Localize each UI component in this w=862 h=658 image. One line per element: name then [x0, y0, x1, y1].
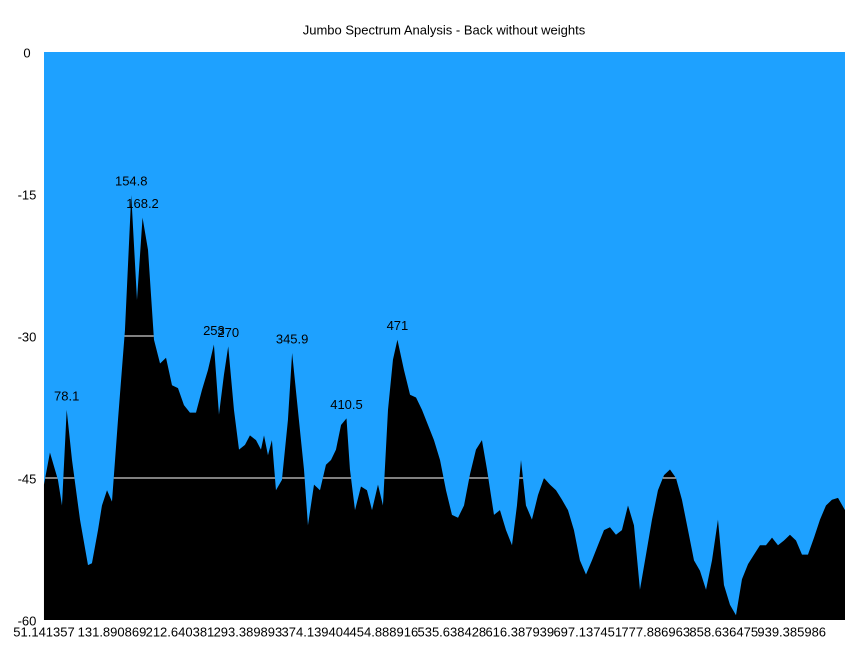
peak-label: 471: [387, 318, 409, 333]
peak-label: 270: [217, 325, 239, 340]
y-tick-label: -45: [18, 471, 37, 486]
chart-title: Jumbo Spectrum Analysis - Back without w…: [303, 22, 586, 37]
x-tick-label: 212.640381: [146, 624, 215, 639]
peak-label: 345.9: [276, 331, 309, 346]
peak-label: 154.8: [115, 173, 148, 188]
x-tick-label: 454.888916: [350, 624, 419, 639]
x-tick-label: 777.886963: [621, 624, 690, 639]
y-tick-label: 0: [23, 45, 30, 60]
peak-label: 168.2: [126, 196, 159, 211]
y-tick-label: -30: [18, 329, 37, 344]
y-tick-label: -15: [18, 187, 37, 202]
peak-label: 410.5: [330, 397, 363, 412]
area: [43, 194, 845, 621]
peak-label: 253: [203, 323, 225, 338]
x-tick-label: 51.141357: [13, 624, 74, 639]
x-tick-label: 293.389893: [214, 624, 283, 639]
x-tick-label: 697.137451: [553, 624, 622, 639]
x-tick-label: 131.890869: [78, 624, 147, 639]
x-tick-label: 374.139404: [282, 624, 351, 639]
x-tick-label: 939.385986: [757, 624, 826, 639]
peak-label: 78.1: [54, 388, 79, 403]
x-tick-label: 858.636475: [689, 624, 758, 639]
x-tick-label: 616.387939: [485, 624, 554, 639]
x-tick-label: 535.638428: [417, 624, 486, 639]
y-tick-label: -60: [18, 613, 37, 628]
